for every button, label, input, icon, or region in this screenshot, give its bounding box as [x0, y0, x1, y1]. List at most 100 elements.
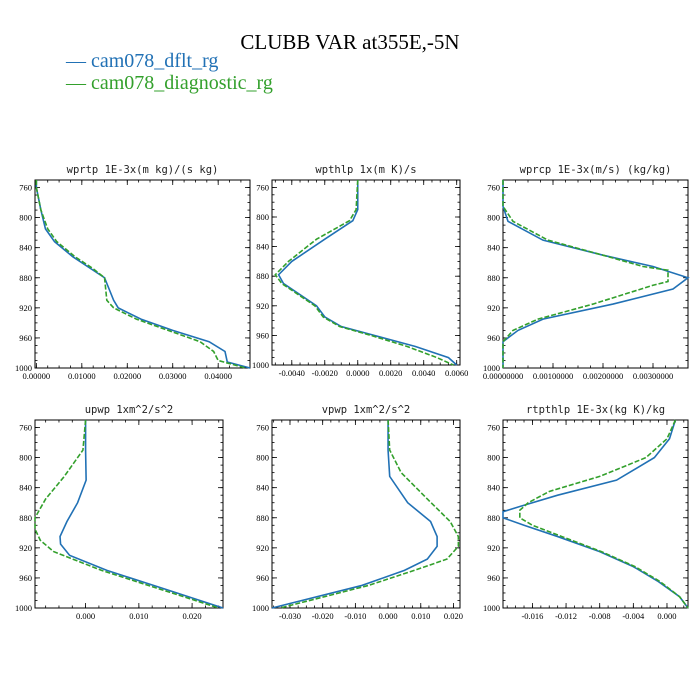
y-tick-label: 840 — [19, 243, 32, 253]
x-tick-label: 0.00000 — [23, 371, 51, 381]
y-tick-label: 760 — [487, 423, 500, 433]
y-tick-label: 800 — [256, 453, 269, 463]
x-tick-label: 0.04000 — [204, 371, 232, 381]
x-tick-label: -0.0020 — [312, 368, 338, 378]
x-tick-label: -0.020 — [312, 611, 334, 621]
panel-title: wprtp 1E-3x(m kg)/(s kg) — [67, 164, 219, 176]
legend-entry-dflt: — cam078_dflt_rg — [66, 50, 219, 72]
y-tick-label: 880 — [256, 271, 269, 281]
y-tick-label: 880 — [19, 513, 32, 523]
y-tick-label: 1000 — [252, 603, 269, 613]
series-line-dflt — [271, 420, 438, 609]
x-tick-label: 0.010 — [411, 611, 430, 621]
y-tick-label: 920 — [19, 303, 32, 313]
panel-title: wpthlp 1x(m K)/s — [315, 164, 416, 176]
x-tick-label: -0.004 — [622, 611, 645, 621]
x-tick-label: 0.020 — [444, 611, 463, 621]
panel-title: upwp 1xm^2/s^2 — [85, 404, 174, 416]
y-tick-label: 880 — [19, 273, 32, 283]
y-tick-label: 800 — [19, 453, 32, 463]
x-tick-label: -0.012 — [555, 611, 577, 621]
plot-frame — [271, 179, 461, 366]
x-tick-label: 0.010 — [129, 611, 148, 621]
y-tick-label: 1000 — [252, 360, 269, 370]
y-tick-label: 840 — [487, 483, 500, 493]
x-tick-label: -0.0040 — [279, 368, 305, 378]
x-tick-label: -0.030 — [279, 611, 301, 621]
y-tick-label: 760 — [487, 183, 500, 193]
y-tick-label: 840 — [487, 243, 500, 253]
y-tick-label: 1000 — [483, 603, 500, 613]
x-tick-label: 0.0000 — [346, 368, 369, 378]
plot-frame — [502, 179, 689, 369]
y-tick-label: 880 — [256, 513, 269, 523]
chart-panel-1: wprtp 1E-3x(m kg)/(s kg) 760 800 840 880 920 9… — [15, 164, 251, 381]
legend-entry-diagnostic: — cam078_diagnostic_rg — [66, 72, 273, 94]
plot-frame — [34, 419, 224, 609]
panel-title: wprcp 1E-3x(m/s) (kg/kg) — [520, 164, 672, 176]
y-tick-label: 800 — [487, 453, 500, 463]
x-tick-label: -0.010 — [344, 611, 366, 621]
x-tick-label: 0.0060 — [445, 368, 468, 378]
y-tick-label: 960 — [19, 573, 32, 583]
y-tick-label: 960 — [256, 573, 269, 583]
plot-frame — [34, 179, 251, 369]
x-tick-label: 0.020 — [183, 611, 202, 621]
series-line-diagnostic — [34, 419, 219, 609]
y-tick-label: 920 — [256, 301, 269, 311]
y-tick-label: 800 — [487, 213, 500, 223]
x-tick-label: 0.03000 — [159, 371, 187, 381]
x-tick-label: 0.0040 — [412, 368, 435, 378]
y-tick-label: 840 — [256, 242, 269, 252]
plot-frame — [502, 419, 689, 609]
y-tick-label: 960 — [19, 333, 32, 343]
y-tick-label: 920 — [487, 543, 500, 553]
x-tick-label: 0.00100000 — [533, 371, 573, 381]
y-tick-label: 920 — [487, 303, 500, 313]
x-tick-label: 0.01000 — [68, 371, 96, 381]
x-tick-label: 0.02000 — [113, 371, 141, 381]
series-line-dflt — [502, 419, 689, 609]
y-tick-label: 1000 — [15, 603, 32, 613]
y-tick-label: 800 — [19, 213, 32, 223]
x-tick-label: 0.00200000 — [583, 371, 623, 381]
chart-panel-2: wpthlp 1x(m K)/s 760 800 840 880 920 960 1000 -0… — [252, 164, 468, 378]
panel-title: rtpthlp 1E-3x(kg K)/kg — [526, 404, 665, 416]
y-tick-label: 1000 — [15, 363, 32, 373]
y-tick-label: 800 — [256, 212, 269, 222]
y-tick-label: 840 — [256, 483, 269, 493]
figure-title: CLUBB VAR at355E,-5N — [240, 30, 460, 54]
y-tick-label: 960 — [487, 333, 500, 343]
series-line-dflt — [59, 420, 224, 609]
x-tick-label: -0.008 — [589, 611, 611, 621]
y-tick-label: 1000 — [483, 363, 500, 373]
panel-title: vpwp 1xm^2/s^2 — [322, 404, 411, 416]
y-tick-label: 960 — [256, 330, 269, 340]
chart-panel-6: rtpthlp 1E-3x(kg K)/kg 760 800 840 880 920 960… — [483, 404, 689, 621]
series-line-dflt — [277, 180, 458, 366]
series-line-diagnostic — [279, 419, 460, 609]
y-tick-label: 760 — [19, 183, 32, 193]
x-tick-label: 0.00300000 — [633, 371, 673, 381]
chart-panel-5: vpwp 1xm^2/s^2 760 800 840 880 920 960 1000 -0.0… — [252, 404, 463, 621]
y-tick-label: 960 — [487, 573, 500, 583]
y-tick-label: 920 — [19, 543, 32, 553]
x-tick-label: -0.016 — [521, 611, 543, 621]
series-line-diagnostic — [35, 180, 246, 369]
y-tick-label: 760 — [256, 182, 269, 192]
series-line-diagnostic — [519, 419, 689, 609]
chart-panel-4: upwp 1xm^2/s^2 760 800 840 880 920 960 1000 0.00… — [15, 404, 224, 621]
x-tick-label: 0.000 — [76, 611, 95, 621]
x-tick-label: 0.000 — [379, 611, 398, 621]
chart-panel-3: wprcp 1E-3x(m/s) (kg/kg) 760 800 840 880 920 9… — [483, 164, 690, 381]
x-tick-label: 0.000 — [657, 611, 676, 621]
x-tick-label: 0.00000000 — [483, 371, 523, 381]
series-line-dflt — [35, 180, 251, 369]
y-tick-label: 880 — [487, 513, 500, 523]
series-line-diagnostic — [502, 180, 669, 368]
y-tick-label: 840 — [19, 483, 32, 493]
y-tick-label: 880 — [487, 273, 500, 283]
y-tick-label: 920 — [256, 543, 269, 553]
x-tick-label: 0.0020 — [379, 368, 402, 378]
